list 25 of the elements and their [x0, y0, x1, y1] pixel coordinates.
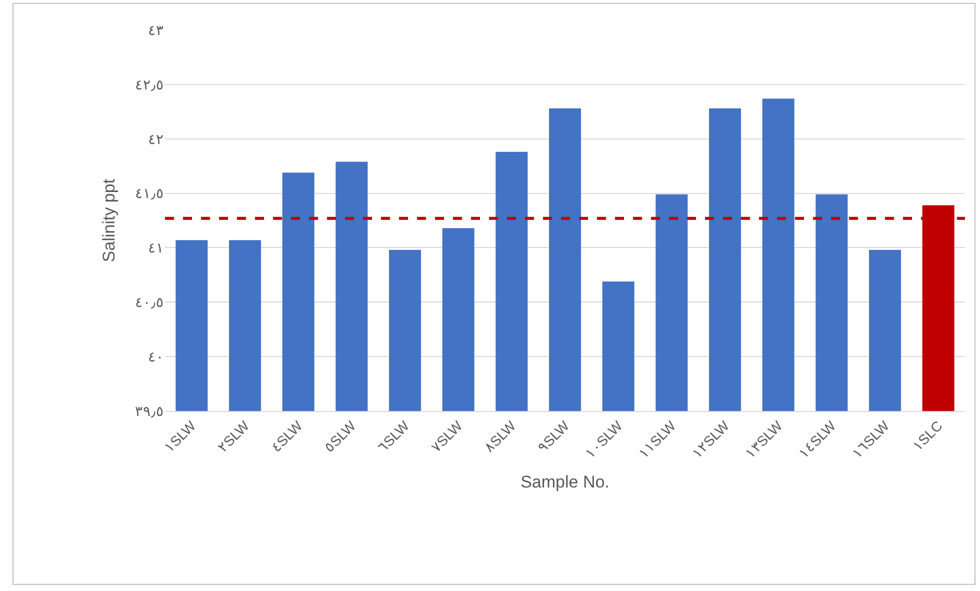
x-axis-title: Sample No.	[520, 472, 610, 492]
x-tick-label: ٤SLW	[268, 417, 306, 456]
y-tick-label: ٤١٫٥	[135, 185, 164, 202]
x-tick-label: ١٣SLW	[742, 417, 786, 461]
x-tick-label: ١٠SLW	[582, 417, 626, 461]
y-tick-label: ٣٩٫٥	[135, 402, 164, 419]
y-axis-title: Salinity ppt	[100, 178, 119, 262]
x-tick-label: ٥SLW	[321, 417, 360, 456]
x-tick-label: ٩SLW	[534, 417, 573, 456]
x-tick-label: ٨SLW	[481, 417, 520, 456]
x-tick-label: ١٤SLW	[795, 417, 840, 461]
x-tick-label: ١٦SLW	[848, 417, 893, 461]
y-tick-label: ٤٢٫٥	[135, 76, 164, 92]
x-tick-label: ١١SLW	[635, 417, 680, 461]
x-tick-label: ١SLC	[909, 418, 946, 454]
x-tick-label: ٧SLW	[428, 417, 466, 456]
x-tick-label: ١٢SLW	[688, 417, 733, 461]
x-tick-label: ٢SLW	[214, 417, 253, 456]
y-tick-label: ٤٠	[148, 348, 164, 364]
y-tick-label: ٤٣	[148, 22, 164, 38]
y-tick-label: ٤١	[148, 240, 164, 256]
x-tick-label: ٦SLW	[374, 417, 413, 456]
y-tick-label: ٤٢	[148, 130, 164, 147]
x-tick-label: ١SLW	[161, 417, 200, 456]
y-tick-label: ٤٠٫٥	[135, 294, 164, 310]
